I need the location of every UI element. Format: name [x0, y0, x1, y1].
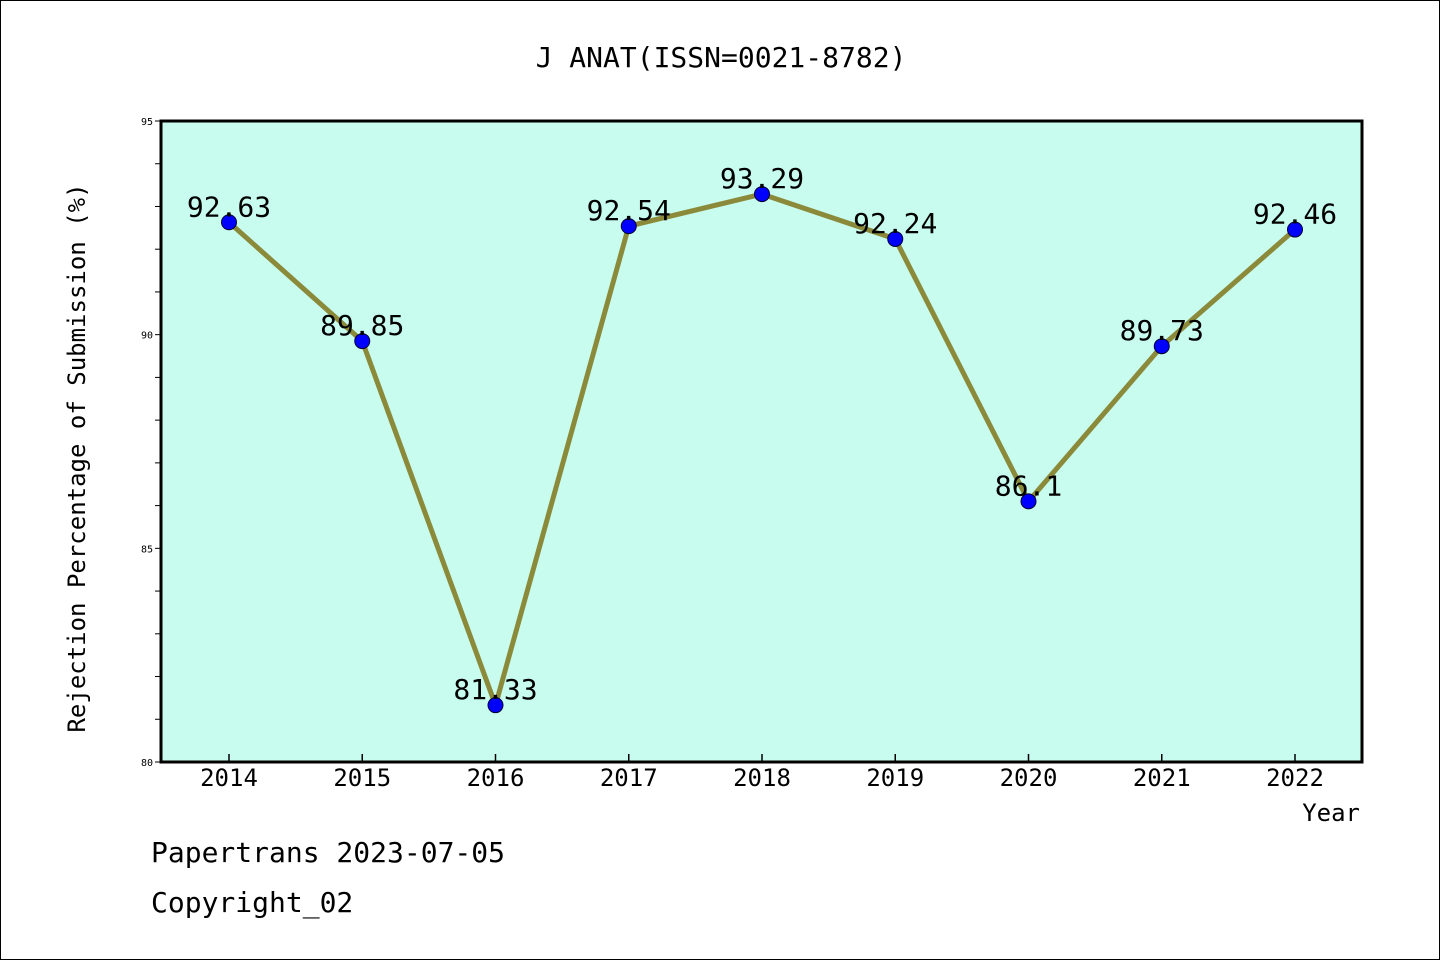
- data-label: 86.1: [995, 469, 1062, 502]
- y-axis-label: Rejection Percentage of Submission (%): [63, 183, 91, 732]
- x-tick-label: 2014: [200, 764, 258, 792]
- data-point: [754, 186, 770, 203]
- y-axis: 80 85 90 95: [141, 117, 161, 769]
- y-tick-label: 80: [141, 758, 153, 769]
- data-point: [620, 218, 637, 235]
- data-point: [221, 214, 237, 231]
- x-tick-label: 2018: [733, 764, 791, 792]
- data-point: [1153, 338, 1170, 355]
- x-tick-label: 2016: [467, 764, 525, 792]
- x-tick-label: 2015: [333, 764, 391, 792]
- data-label: 92.54: [587, 194, 671, 227]
- footer-date: Papertrans 2023-07-05: [151, 836, 506, 869]
- data-point: [487, 697, 504, 714]
- data-label: 93.29: [720, 162, 804, 195]
- y-tick-label: 95: [141, 117, 153, 128]
- x-axis: 2014 2015 2016 2017 2018 2019 2020 2021 2022: [200, 754, 1324, 792]
- x-tick-label: 2019: [866, 764, 924, 792]
- chart-title: J ANAT(ISSN=0021-8782): [536, 41, 907, 74]
- x-tick-label: 2020: [1000, 764, 1058, 792]
- data-point: [1020, 493, 1037, 510]
- x-tick-label: 2017: [600, 764, 658, 792]
- data-point: [887, 230, 904, 247]
- series-line: [221, 186, 1303, 714]
- data-label: 92.63: [187, 190, 271, 223]
- data-label: 92.46: [1253, 198, 1337, 231]
- data-label: 89.73: [1120, 314, 1204, 347]
- x-tick-label: 2022: [1266, 764, 1324, 792]
- data-label: 81.33: [453, 673, 537, 706]
- x-tick-label: 2021: [1133, 764, 1191, 792]
- data-label: 92.24: [853, 207, 937, 240]
- data-point: [354, 333, 371, 350]
- data-labels: 92.63 89.85 81.33 92.54 93.29 92.24 86.1 89.73 9…: [187, 162, 1337, 706]
- footer-copyright: Copyright_02: [151, 886, 354, 919]
- y-tick-label: 85: [141, 544, 153, 555]
- data-point: [1287, 221, 1303, 238]
- x-axis-label: Year: [1302, 799, 1360, 827]
- data-label: 89.85: [320, 309, 404, 342]
- y-tick-label: 90: [141, 331, 153, 342]
- plot-area: [159, 119, 1364, 764]
